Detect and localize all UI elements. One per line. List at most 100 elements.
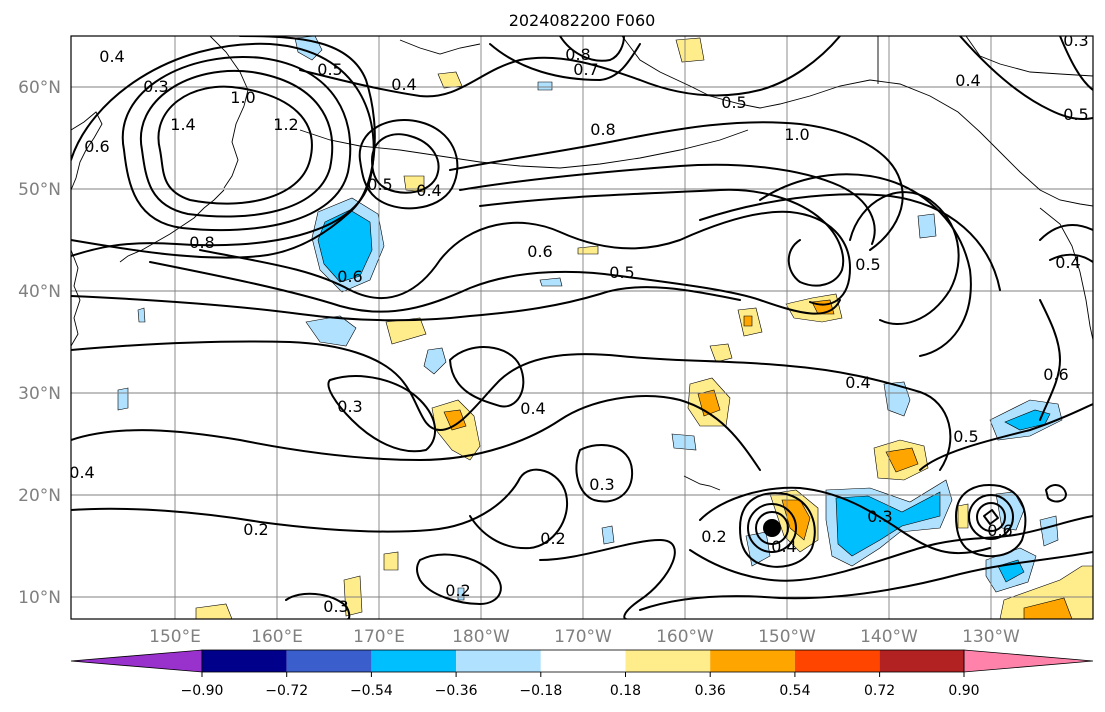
kamchatka-coast xyxy=(71,111,103,191)
colorbar-tick-label: 0.90 xyxy=(948,683,979,699)
contour-label: 0.4 xyxy=(1055,253,1080,272)
contour-label: 0.7 xyxy=(573,60,598,79)
lat-tick-label: 40°N xyxy=(18,282,61,302)
contour-label: 0.8 xyxy=(565,45,590,64)
colorbar-extend-high xyxy=(963,649,1094,673)
colorbar-segment xyxy=(456,650,541,672)
contour-line xyxy=(157,85,313,205)
contour-label: 0.3 xyxy=(867,507,892,526)
contour-label: 0.5 xyxy=(367,175,392,194)
blue-patch xyxy=(995,491,1025,531)
contour-line xyxy=(199,210,851,306)
contour-label: 0.6 xyxy=(84,137,109,156)
contour-line xyxy=(575,443,634,503)
contour-label: 0.3 xyxy=(1063,31,1088,50)
colorbar-tick-label: −0.36 xyxy=(435,683,478,699)
canada-border xyxy=(965,36,1093,77)
yellow-patch xyxy=(195,603,233,619)
lat-tick-label: 20°N xyxy=(18,486,61,506)
contour-line xyxy=(459,163,876,245)
contour-line xyxy=(416,553,502,605)
colorbar-segment xyxy=(286,650,372,672)
colorbar-segment xyxy=(625,650,711,672)
contour-label: 0.4 xyxy=(520,399,545,418)
yellow-patch xyxy=(675,37,705,63)
colorbar-tick-label: 0.54 xyxy=(779,683,810,699)
colorbar-tick-label: −0.90 xyxy=(181,683,224,699)
latitude-labels: 60°N 50°N 40°N 30°N 20°N 10°N xyxy=(18,78,61,608)
kuril-islands xyxy=(119,189,225,263)
figure-title: 2024082200 F060 xyxy=(509,11,656,30)
alaska-coast xyxy=(621,36,1093,207)
colorbar-extend-low xyxy=(70,649,203,673)
colorbar-segment xyxy=(710,650,795,672)
contour-line xyxy=(1039,224,1093,241)
contour-label: 0.3 xyxy=(143,77,168,96)
contour-line xyxy=(968,494,1014,540)
contour-line xyxy=(285,592,351,619)
lon-tick-label: 170°W xyxy=(554,627,612,647)
blue-patch xyxy=(671,433,697,451)
contour-line xyxy=(955,484,1027,558)
contour-label: 0.6 xyxy=(337,267,362,286)
contour-line xyxy=(976,502,1006,532)
yellow-patch xyxy=(999,565,1093,619)
contour-label: 1.2 xyxy=(273,115,298,134)
contour-label: 0.4 xyxy=(955,71,980,90)
contour-label: 1.0 xyxy=(784,125,809,144)
lon-tick-label: 140°W xyxy=(860,627,918,647)
contour-lines xyxy=(71,36,1093,619)
contour-label: 0.4 xyxy=(416,181,441,200)
lon-tick-label: 180°W xyxy=(452,627,510,647)
colorbar-tick-label: 0.72 xyxy=(864,683,895,699)
map-area: 0.4 0.3 1.0 1.4 1.2 0.5 0.4 0.6 0.8 0.7 … xyxy=(69,31,1093,619)
longitude-labels: 150°E 160°E 170°E 180°W 170°W 160°W 150°… xyxy=(149,627,1020,647)
lat-tick-label: 50°N xyxy=(18,180,61,200)
blue-patch xyxy=(601,525,615,545)
contour-label: 0.5 xyxy=(609,263,634,282)
contour-line xyxy=(699,193,1001,291)
colorbar-ticks xyxy=(201,672,965,677)
blue-patch xyxy=(423,347,447,375)
contour-label: 0.2 xyxy=(540,529,565,548)
colorbar-tick-label: −0.54 xyxy=(350,683,393,699)
contour-line xyxy=(689,515,1093,582)
contour-line xyxy=(139,69,334,218)
contour-label: 0.6 xyxy=(987,521,1012,540)
contour-line xyxy=(983,509,999,525)
contour-label: 0.4 xyxy=(69,463,94,482)
contour-label: 0.3 xyxy=(323,597,348,616)
contour-line xyxy=(121,56,352,232)
contour-label: 0.2 xyxy=(701,527,726,546)
blue-patch xyxy=(883,381,911,417)
contour-label: 0.4 xyxy=(845,373,870,392)
orange-patch xyxy=(1023,597,1073,619)
contour-line xyxy=(639,551,1093,611)
contour-line xyxy=(919,403,1093,471)
contour-line xyxy=(479,188,845,287)
contour-line xyxy=(71,340,952,471)
colorbar-tick-label: −0.18 xyxy=(519,683,562,699)
contour-label: 0.6 xyxy=(527,242,552,261)
contour-line xyxy=(489,43,641,81)
yellow-patch xyxy=(957,503,969,529)
orange-patch xyxy=(885,447,919,473)
yellow-patch xyxy=(403,175,425,193)
blue-patch-core xyxy=(1004,409,1051,431)
contour-label: 1.4 xyxy=(170,115,195,134)
contour-label: 1.0 xyxy=(230,88,255,107)
blue-patch xyxy=(539,277,563,287)
contour-label: 0.8 xyxy=(189,233,214,252)
lon-tick-label: 160°W xyxy=(656,627,714,647)
lat-tick-label: 60°N xyxy=(18,78,61,98)
lat-tick-label: 30°N xyxy=(18,384,61,404)
colorbar-segment xyxy=(794,650,880,672)
contour-line xyxy=(739,492,816,568)
contour-label: 0.4 xyxy=(99,47,124,66)
contour-line xyxy=(959,36,1093,120)
hawaii-islands xyxy=(683,475,721,491)
blue-patch xyxy=(117,387,129,411)
contour-line xyxy=(299,36,841,98)
contour-line xyxy=(71,395,761,471)
